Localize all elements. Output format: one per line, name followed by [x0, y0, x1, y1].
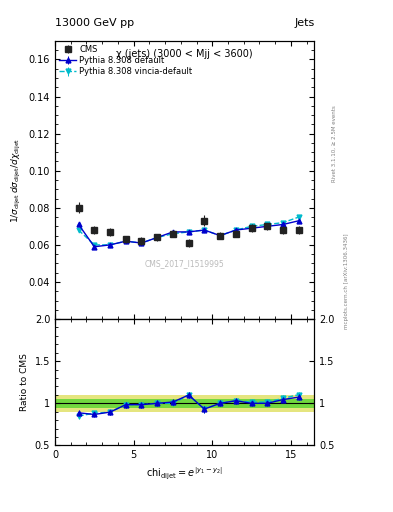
Text: CMS_2017_I1519995: CMS_2017_I1519995: [145, 259, 224, 268]
Bar: [55, 399, 314, 408]
Bar: [55, 395, 314, 412]
Text: χ (jets) (3000 < Mjj < 3600): χ (jets) (3000 < Mjj < 3600): [116, 49, 253, 59]
Legend: CMS, Pythia 8.308 default, Pythia 8.308 vincia-default: CMS, Pythia 8.308 default, Pythia 8.308 …: [57, 44, 194, 78]
Text: Jets: Jets: [294, 18, 314, 28]
Y-axis label: Ratio to CMS: Ratio to CMS: [20, 353, 29, 411]
Text: 13000 GeV pp: 13000 GeV pp: [55, 18, 134, 28]
X-axis label: ${\rm chi}_{\rm dijet} = e^{|y_1-y_2|}$: ${\rm chi}_{\rm dijet} = e^{|y_1-y_2|}$: [146, 466, 223, 482]
Text: mcplots.cern.ch [arXiv:1306.3436]: mcplots.cern.ch [arXiv:1306.3436]: [344, 234, 349, 329]
Y-axis label: $1/\sigma_{\rm dijet}\,d\sigma_{\rm dijet}/d\chi_{\rm dijet}$: $1/\sigma_{\rm dijet}\,d\sigma_{\rm dije…: [10, 137, 23, 223]
Text: Rivet 3.1.10, ≥ 2.5M events: Rivet 3.1.10, ≥ 2.5M events: [332, 105, 337, 182]
